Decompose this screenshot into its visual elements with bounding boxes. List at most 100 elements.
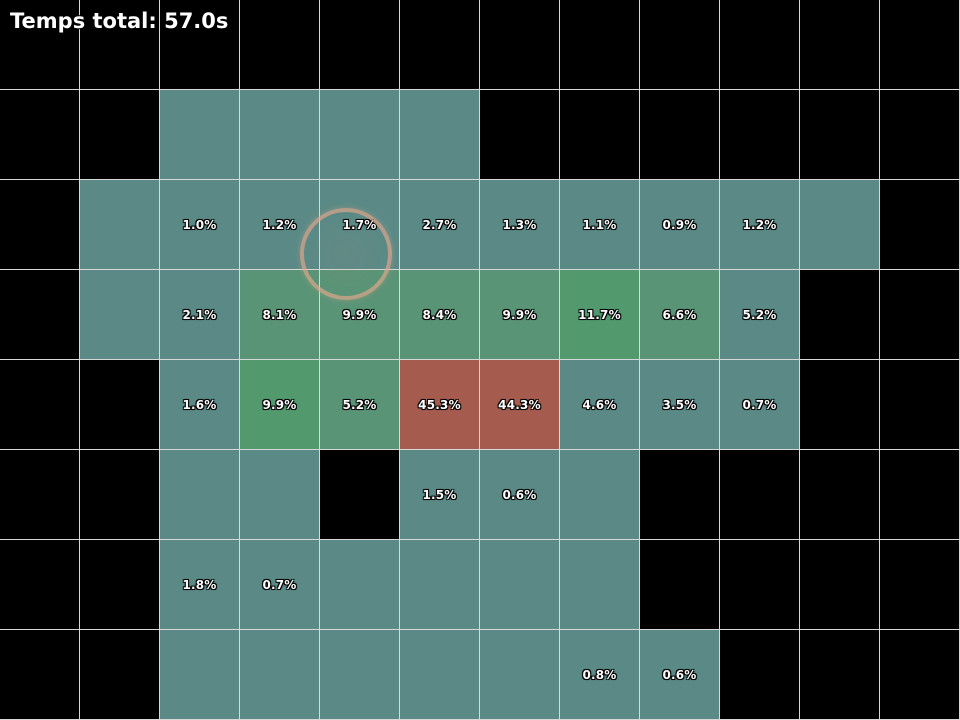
grid-cell-r5-c2 [160,450,240,540]
grid-cell-r0-c1 [80,0,160,90]
cell-percentage: 1.3% [502,217,537,232]
grid-cell-r5-c4 [320,450,400,540]
grid-cell-r7-c0 [0,630,80,720]
cell-percentage: 45.3% [418,397,461,412]
grid-cell-r5-c3 [240,450,320,540]
grid-cell-r4-c4: 5.2% [320,360,400,450]
grid-cell-r6-c9 [720,540,800,630]
cell-percentage: 1.7% [342,217,377,232]
cell-percentage: 4.6% [582,397,617,412]
grid-cell-r0-c7 [560,0,640,90]
cell-percentage: 5.2% [742,307,777,322]
grid-cell-r4-c10 [800,360,880,450]
grid-cell-r6-c5 [400,540,480,630]
grid-cell-r4-c6: 44.3% [480,360,560,450]
grid-cell-r7-c11 [880,630,960,720]
grid-cell-r3-c0 [0,270,80,360]
grid-cell-r4-c7: 4.6% [560,360,640,450]
cell-percentage: 1.0% [182,217,217,232]
grid-cell-r4-c3: 9.9% [240,360,320,450]
grid-cell-r3-c3: 8.1% [240,270,320,360]
cell-percentage: 1.2% [262,217,297,232]
grid-cell-r0-c0 [0,0,80,90]
cell-percentage: 1.1% [582,217,617,232]
grid-cell-r1-c4 [320,90,400,180]
grid-cell-r5-c7 [560,450,640,540]
grid-cell-r7-c4 [320,630,400,720]
grid-cell-r0-c3 [240,0,320,90]
grid-cell-r2-c1 [80,180,160,270]
grid-cell-r0-c2 [160,0,240,90]
grid-cell-r3-c2: 2.1% [160,270,240,360]
cell-percentage: 1.5% [422,487,457,502]
grid-cell-r2-c2: 1.0% [160,180,240,270]
cell-percentage: 5.2% [342,397,377,412]
cell-percentage: 0.9% [662,217,697,232]
grid-cell-r0-c6 [480,0,560,90]
cell-percentage: 1.6% [182,397,217,412]
cell-percentage: 0.7% [742,397,777,412]
grid-cell-r3-c11 [880,270,960,360]
grid-cell-r6-c10 [800,540,880,630]
cell-percentage: 9.9% [502,307,537,322]
cell-percentage: 11.7% [578,307,621,322]
cell-percentage: 8.4% [422,307,457,322]
grid-cell-r5-c8 [640,450,720,540]
cell-percentage: 44.3% [498,397,541,412]
cell-percentage: 3.5% [662,397,697,412]
grid-cell-r5-c11 [880,450,960,540]
grid-cell-r3-c7: 11.7% [560,270,640,360]
grid-cell-r6-c1 [80,540,160,630]
grid-cell-r7-c9 [720,630,800,720]
grid-cell-r6-c7 [560,540,640,630]
total-time-label: Temps total: 57.0s [10,9,229,33]
cell-percentage: 6.6% [662,307,697,322]
grid-cell-r1-c1 [80,90,160,180]
grid-cell-r7-c8: 0.6% [640,630,720,720]
grid-cell-r7-c6 [480,630,560,720]
cell-percentage: 8.1% [262,307,297,322]
cell-percentage: 0.8% [582,667,617,682]
grid-cell-r6-c2: 1.8% [160,540,240,630]
grid-cell-r5-c9 [720,450,800,540]
grid-cell-r7-c7: 0.8% [560,630,640,720]
grid-cell-r6-c11 [880,540,960,630]
grid-cell-r5-c10 [800,450,880,540]
grid-cell-r7-c1 [80,630,160,720]
cell-percentage: 0.7% [262,577,297,592]
grid-cell-r0-c11 [880,0,960,90]
grid-cell-r6-c0 [0,540,80,630]
cell-percentage: 0.6% [502,487,537,502]
grid-cell-r1-c9 [720,90,800,180]
cell-percentage: 1.2% [742,217,777,232]
grid-cell-r7-c5 [400,630,480,720]
grid-cell-r1-c3 [240,90,320,180]
grid-cell-r3-c4: 9.9% [320,270,400,360]
grid-cell-r1-c7 [560,90,640,180]
cell-percentage: 1.8% [182,577,217,592]
grid-cell-r3-c8: 6.6% [640,270,720,360]
grid-cell-r1-c6 [480,90,560,180]
cell-percentage: 0.6% [662,667,697,682]
grid-cell-r3-c6: 9.9% [480,270,560,360]
cell-percentage: 9.9% [262,397,297,412]
grid-cell-r4-c5: 45.3% [400,360,480,450]
grid-cell-r3-c10 [800,270,880,360]
grid-cell-r0-c5 [400,0,480,90]
grid-cell-r4-c2: 1.6% [160,360,240,450]
grid-cell-r5-c0 [0,450,80,540]
grid-cell-r4-c9: 0.7% [720,360,800,450]
grid-cell-r2-c4: 1.7% [320,180,400,270]
grid-cell-r5-c5: 1.5% [400,450,480,540]
grid-cell-r1-c0 [0,90,80,180]
grid-cell-r5-c1 [80,450,160,540]
cell-percentage: 2.7% [422,217,457,232]
grid-cell-r3-c5: 8.4% [400,270,480,360]
grid-cell-r4-c0 [0,360,80,450]
grid-cell-r0-c8 [640,0,720,90]
grid-cell-r3-c1 [80,270,160,360]
grid-cell-r7-c2 [160,630,240,720]
grid-cell-r4-c1 [80,360,160,450]
grid-cell-r6-c6 [480,540,560,630]
grid-cell-r0-c10 [800,0,880,90]
